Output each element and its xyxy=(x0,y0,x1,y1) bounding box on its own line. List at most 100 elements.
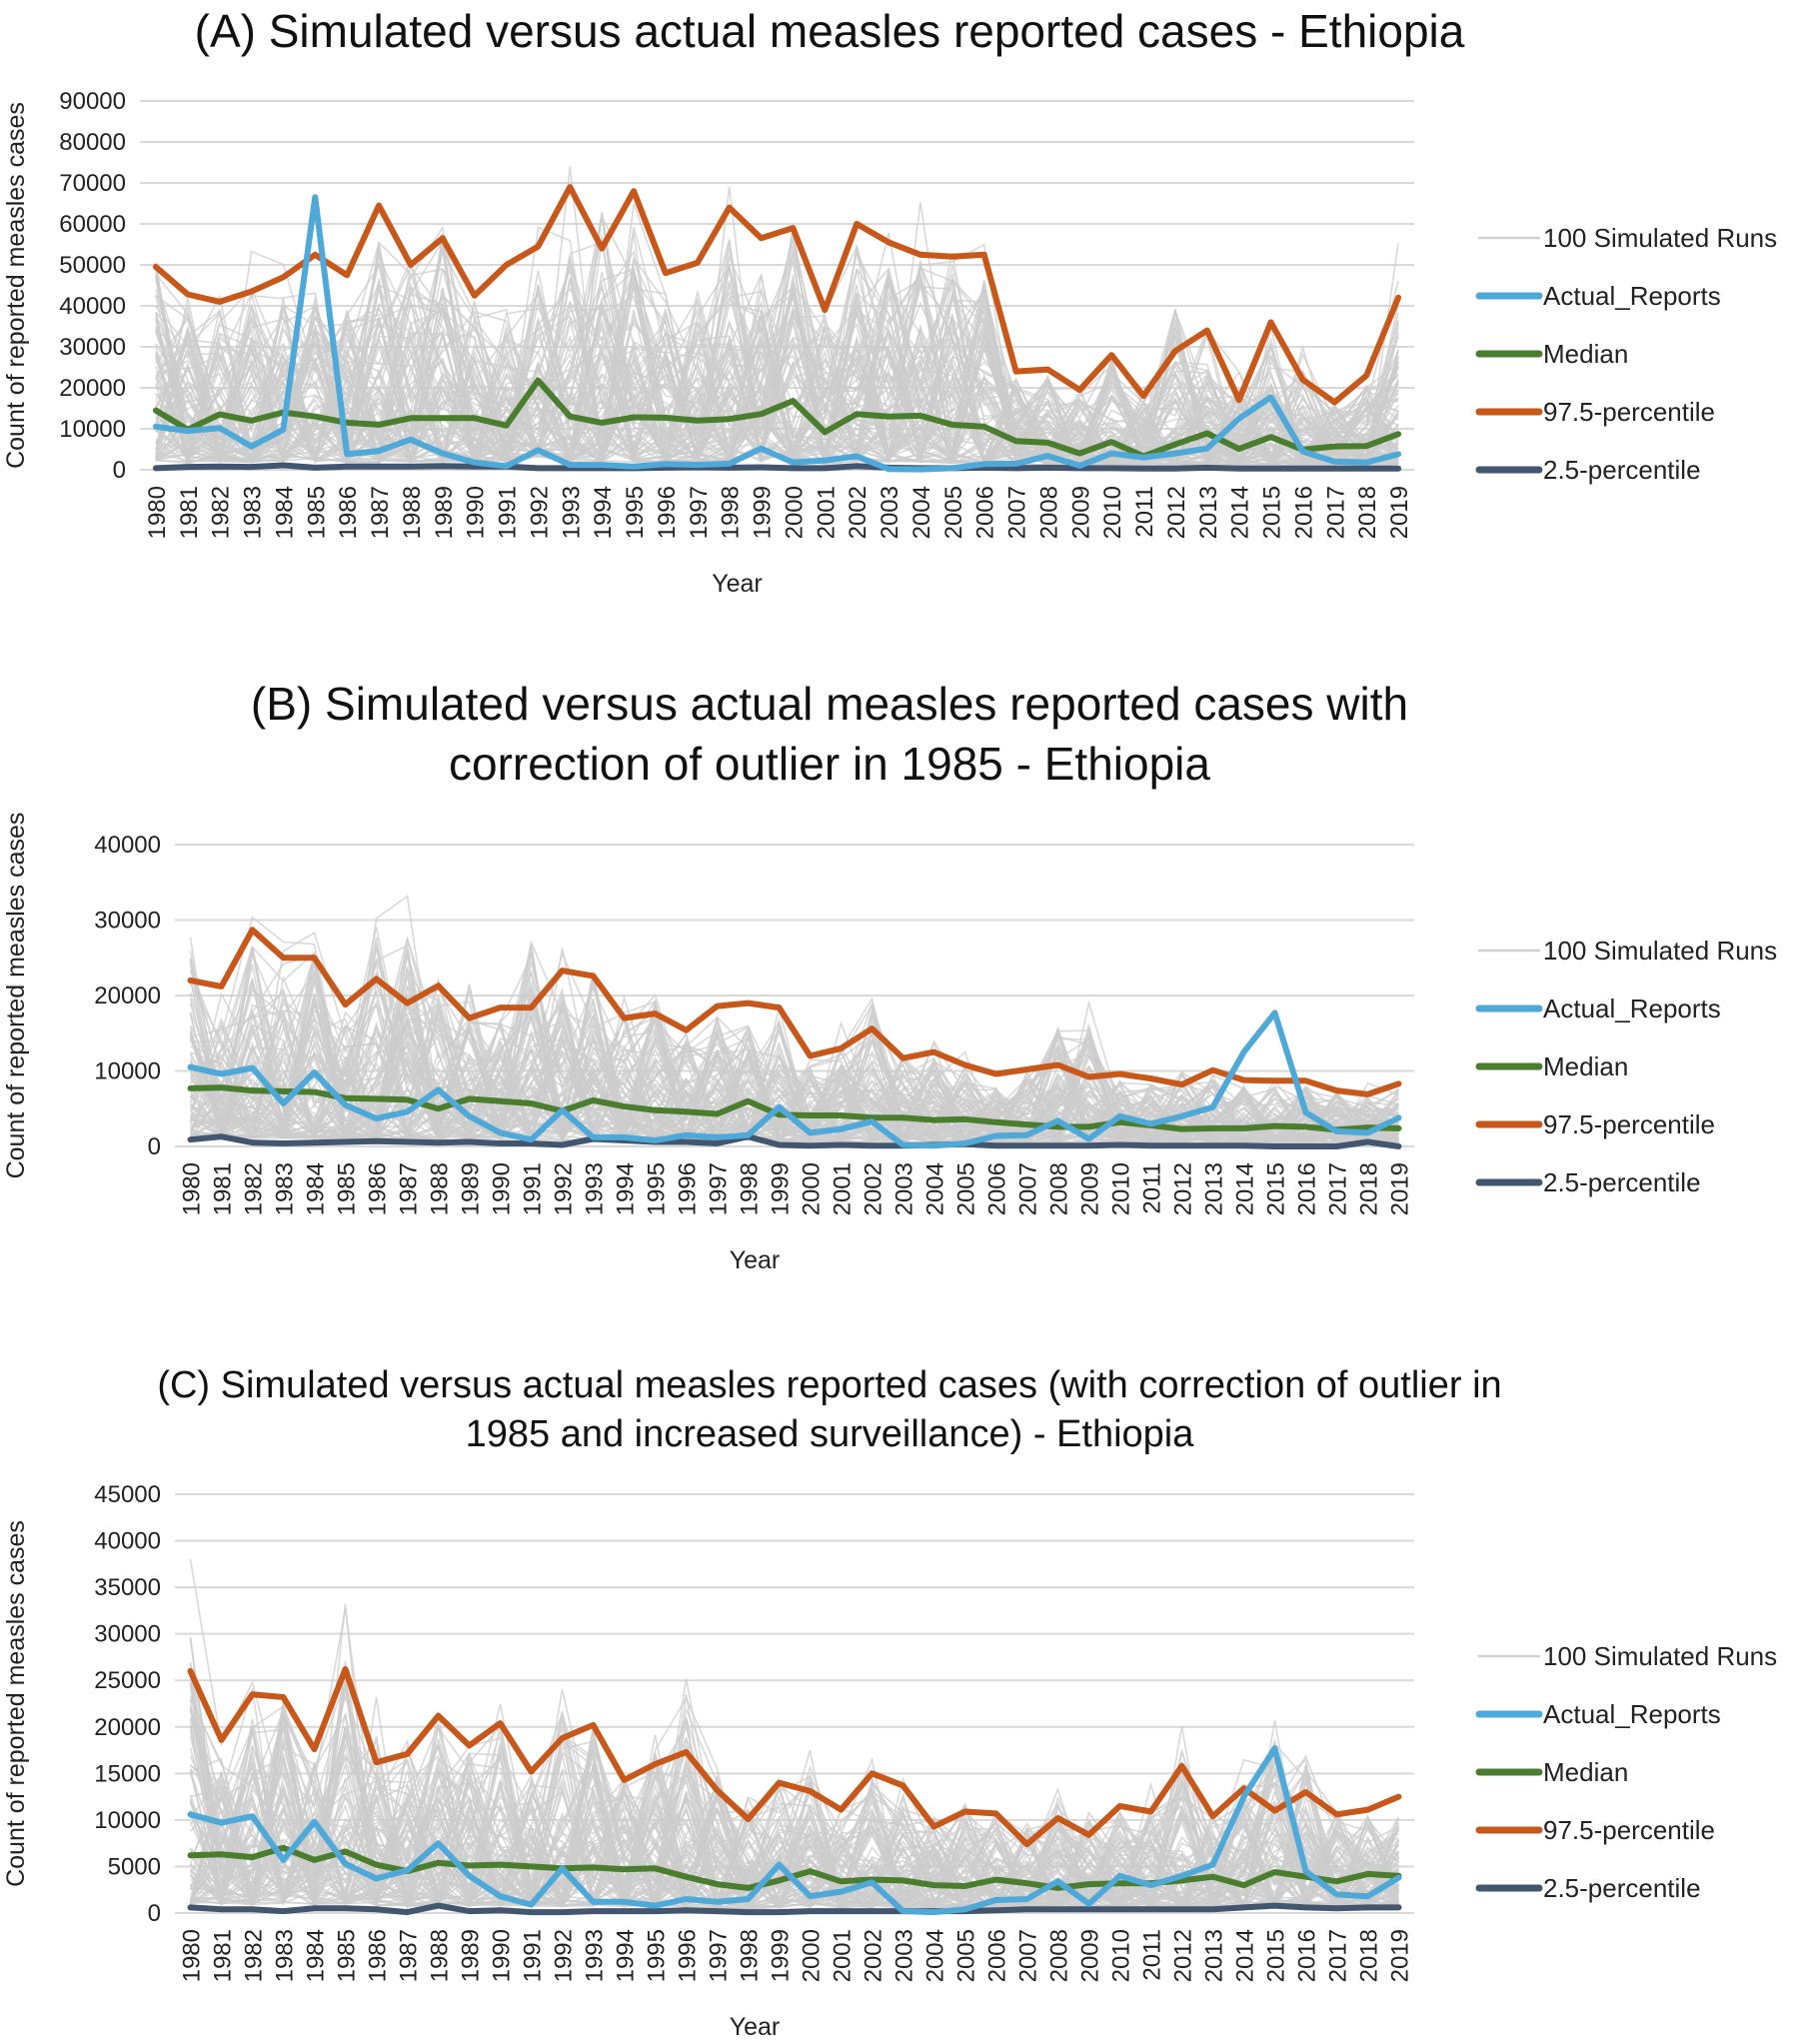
x-tick-label: 2000 xyxy=(781,486,808,539)
x-tick-label: 1993 xyxy=(582,1162,609,1215)
simulated-run-line xyxy=(190,987,1399,1144)
x-tick-label: 1996 xyxy=(654,486,681,539)
x-tick-label: 2009 xyxy=(1077,1162,1104,1215)
series-line-2-5-percentile xyxy=(187,1133,1402,1149)
x-tick-label: 2016 xyxy=(1294,1929,1321,1982)
x-tick-label: 1982 xyxy=(241,1929,268,1982)
legend-label: 97.5-percentile xyxy=(1543,397,1715,427)
x-tick-label: 1993 xyxy=(558,486,585,539)
simulated-run-line xyxy=(189,1753,1399,1910)
x-tick-label: 2005 xyxy=(940,486,967,539)
x-tick-label: 1988 xyxy=(427,1929,454,1982)
x-tick-label: 2016 xyxy=(1294,1162,1321,1215)
simulated-run-line xyxy=(189,1754,1399,1911)
y-tick-label: 40000 xyxy=(94,832,161,859)
series-line-median xyxy=(187,1084,1402,1133)
x-tick-label: 2010 xyxy=(1108,1162,1135,1215)
y-tick-label: 0 xyxy=(148,1900,161,1927)
x-tick-label: 1980 xyxy=(179,1162,206,1215)
x-tick-label: 2007 xyxy=(1015,1162,1042,1215)
legend-item: 2.5-percentile xyxy=(1475,455,1701,485)
x-tick-label: 1994 xyxy=(590,486,617,539)
x-tick-label: 2003 xyxy=(877,486,903,539)
x-tick-label: 1998 xyxy=(718,486,745,539)
x-tick-label: 2019 xyxy=(1386,486,1413,539)
x-tick-label: 1986 xyxy=(335,486,362,539)
x-tick-label: 1980 xyxy=(144,486,171,539)
y-tick-label: 30000 xyxy=(59,334,126,361)
chart-title-line-1: (C) Simulated versus actual measles repo… xyxy=(157,1364,1502,1406)
x-tick-label: 1992 xyxy=(551,1162,578,1215)
x-tick-label: 2005 xyxy=(953,1162,980,1215)
simulated-runs xyxy=(155,166,1399,470)
x-tick-label: 1997 xyxy=(706,1929,733,1982)
x-tick-label: 2012 xyxy=(1163,486,1190,539)
legend-item: 2.5-percentile xyxy=(1475,1873,1701,1903)
y-tick-label: 40000 xyxy=(59,293,126,320)
x-tick-label: 2019 xyxy=(1387,1162,1414,1215)
x-tick-label: 2014 xyxy=(1232,1929,1259,1982)
legend-item: 2.5-percentile xyxy=(1475,1167,1701,1197)
x-tick-label: 1989 xyxy=(458,1929,485,1982)
x-tick-label: 1997 xyxy=(686,486,713,539)
simulated-run-line xyxy=(189,1637,1399,1909)
x-tick-label: 1995 xyxy=(644,1929,671,1982)
x-tick-label: 1988 xyxy=(427,1162,454,1215)
chart-title-line-2: 1985 and increased surveillance) - Ethio… xyxy=(465,1413,1194,1456)
x-tick-label: 1984 xyxy=(303,1929,330,1982)
y-tick-label: 80000 xyxy=(59,129,126,156)
legend-item: 97.5-percentile xyxy=(1475,397,1715,427)
y-tick-label: 20000 xyxy=(94,983,161,1010)
series-line-median xyxy=(187,1844,1402,1891)
x-tick-label: 2017 xyxy=(1325,1162,1352,1215)
simulated-run-line xyxy=(155,251,1399,468)
x-tick-label: 2011 xyxy=(1139,1162,1166,1214)
simulated-run-line xyxy=(155,299,1399,468)
x-tick-label: 2010 xyxy=(1108,1929,1135,1982)
x-tick-label: 1994 xyxy=(613,1162,640,1215)
simulated-run-line xyxy=(155,261,1399,468)
simulated-runs xyxy=(189,895,1400,1145)
x-tick-label: 1988 xyxy=(399,486,426,539)
x-tick-label: 2000 xyxy=(799,1162,826,1215)
simulated-run-line xyxy=(189,1661,1400,1909)
x-tick-label: 1983 xyxy=(272,1929,299,1982)
x-tick-label: 1990 xyxy=(489,1929,516,1982)
simulated-run-line xyxy=(189,971,1399,1145)
chart-title-line-2: correction of outlier in 1985 - Ethiopia xyxy=(449,737,1210,790)
legend-item: 100 Simulated Runs xyxy=(1477,936,1777,966)
x-tick-label: 1981 xyxy=(210,1162,237,1215)
x-tick-label: 2006 xyxy=(972,486,999,539)
y-tick-label: 25000 xyxy=(94,1667,161,1694)
y-tick-label: 20000 xyxy=(59,375,126,402)
y-tick-label: 0 xyxy=(113,457,126,484)
x-tick-label: 1987 xyxy=(367,486,394,539)
simulated-run-line xyxy=(155,225,1399,467)
x-tick-label: 2017 xyxy=(1322,486,1349,539)
x-tick-label: 1998 xyxy=(737,1929,764,1982)
series-line-2-5-percentile xyxy=(152,462,1402,472)
x-tick-label: 2000 xyxy=(799,1929,826,1982)
x-tick-label: 1981 xyxy=(176,486,203,539)
legend-label: Actual_Reports xyxy=(1543,994,1721,1023)
y-axis-label: Count of reported measles cases xyxy=(2,813,30,1179)
x-tick-label: 1980 xyxy=(179,1929,206,1982)
x-tick-label: 2014 xyxy=(1227,486,1254,539)
legend-label: 100 Simulated Runs xyxy=(1543,1641,1777,1671)
simulated-run-line xyxy=(155,238,1399,468)
legend-item: Median xyxy=(1475,1757,1628,1787)
x-tick-label: 1994 xyxy=(613,1929,640,1982)
x-tick-label: 1998 xyxy=(737,1162,764,1215)
y-tick-label: 30000 xyxy=(94,908,161,935)
series-line-actual-reports xyxy=(187,1010,1402,1149)
y-tick-label: 90000 xyxy=(59,88,126,115)
x-axis-label: Year xyxy=(712,570,763,598)
x-tick-label: 1992 xyxy=(551,1929,578,1982)
x-tick-label: 1999 xyxy=(768,1929,795,1982)
x-tick-label: 1991 xyxy=(495,486,522,539)
simulated-run-line xyxy=(189,1004,1399,1144)
simulated-run-line xyxy=(190,1740,1399,1910)
x-tick-label: 2015 xyxy=(1263,1929,1290,1982)
x-tick-label: 2012 xyxy=(1170,1929,1197,1982)
